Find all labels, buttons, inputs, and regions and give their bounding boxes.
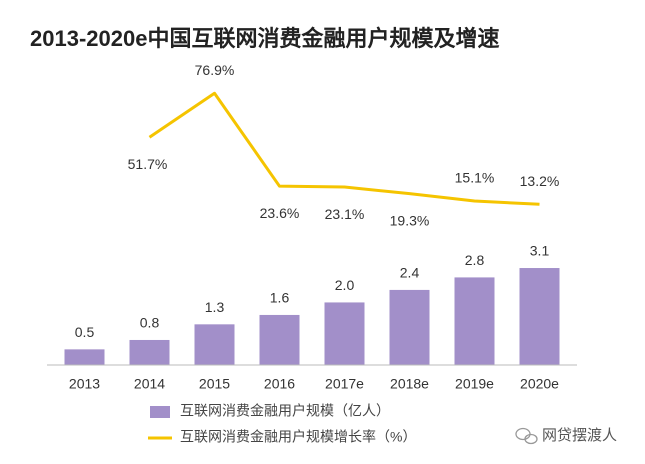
- bar-value-label: 0.8: [140, 315, 160, 331]
- line-value-label: 76.9%: [195, 62, 235, 78]
- bar: [389, 289, 430, 365]
- bar: [324, 302, 365, 365]
- line-value-label: 15.1%: [455, 170, 495, 186]
- bar-value-label: 2.0: [335, 277, 355, 293]
- x-tick-label: 2019e: [455, 376, 494, 392]
- bar-value-label: 2.8: [465, 252, 485, 268]
- line-value-label: 23.6%: [260, 205, 300, 221]
- line-value-label: 13.2%: [520, 173, 560, 189]
- legend-swatch: [150, 406, 170, 418]
- line-value-label: 19.3%: [390, 212, 430, 228]
- legend-label: 互联网消费金融用户规模增长率（%）: [180, 429, 416, 445]
- x-tick-label: 2018e: [390, 376, 429, 392]
- bar: [454, 277, 495, 365]
- x-tick-label: 2017e: [325, 376, 364, 392]
- x-tick-label: 2016: [264, 376, 295, 392]
- bar-value-label: 0.5: [75, 324, 95, 340]
- legend-label: 互联网消费金融用户规模（亿人）: [180, 403, 390, 419]
- line: [148, 91, 540, 206]
- watermark: 网贷摆渡人: [542, 427, 617, 444]
- bar: [129, 339, 170, 365]
- chart-title: 2013-2020e中国互联网消费金融用户规模及增速: [30, 26, 499, 51]
- watermark-icon: [515, 427, 538, 445]
- line-value-label: 23.1%: [325, 206, 365, 222]
- x-tick-label: 2014: [134, 376, 165, 392]
- x-tick-label: 2015: [199, 376, 230, 392]
- bar-value-label: 2.4: [400, 265, 420, 281]
- bar-value-label: 3.1: [530, 243, 550, 259]
- bar: [194, 324, 235, 365]
- bar-value-label: 1.6: [270, 290, 290, 306]
- line-value-label: 51.7%: [128, 156, 168, 172]
- x-tick-label: 2013: [69, 376, 100, 392]
- bar: [259, 314, 300, 365]
- bar: [519, 268, 560, 365]
- bar-value-label: 1.3: [205, 299, 225, 315]
- x-tick-label: 2020e: [520, 376, 559, 392]
- bar: [64, 349, 105, 365]
